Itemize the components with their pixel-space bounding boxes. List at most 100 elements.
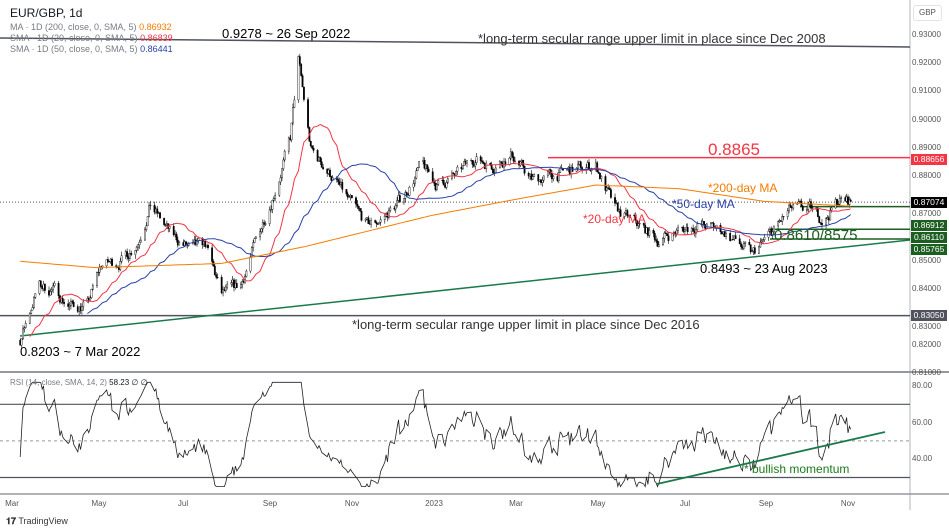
candle [423, 159, 426, 169]
candle [801, 206, 804, 211]
candle [281, 168, 283, 179]
candle [156, 208, 159, 214]
price-tag: 0.88656 [911, 153, 947, 165]
candle [542, 175, 545, 181]
legend-ma20: SMA · 1D (20, close, 0, SMA, 5) 0.86839 [10, 33, 173, 43]
candle [111, 258, 113, 266]
candle [482, 161, 485, 164]
candle [89, 297, 92, 301]
candle [297, 56, 300, 101]
candle [552, 176, 555, 180]
time-tick: Sep [262, 499, 278, 508]
candle [298, 56, 301, 65]
candle [523, 166, 526, 174]
candle [789, 204, 792, 208]
candle [725, 233, 727, 238]
candle [119, 261, 122, 270]
time-tick: 2023 [425, 499, 443, 508]
candle [588, 162, 590, 170]
tradingview-logo[interactable]: 𝟏𝟕 TradingView [6, 516, 68, 526]
candle [261, 222, 264, 230]
price-tag: 0.87074 [911, 196, 947, 208]
candle [730, 239, 733, 241]
candle [61, 298, 64, 303]
price-tick: 0.87000 [912, 208, 941, 218]
candle [63, 302, 65, 304]
candle [773, 225, 775, 233]
time-tick: Mar [509, 499, 523, 508]
candle [283, 150, 286, 161]
candle [657, 244, 660, 247]
candle [316, 150, 319, 162]
candle [581, 167, 584, 171]
candle [319, 157, 322, 163]
time-tick: Jul [177, 499, 189, 508]
candle [90, 288, 93, 298]
candle [311, 145, 314, 149]
price-tick: 0.91000 [912, 86, 941, 96]
candle [481, 160, 483, 163]
candle [172, 226, 175, 235]
candle [655, 239, 658, 242]
candle [377, 223, 379, 225]
candle [403, 198, 405, 203]
candle [675, 229, 678, 235]
candle [604, 176, 607, 191]
candle [514, 160, 516, 162]
candle [412, 183, 415, 188]
candle [712, 222, 715, 228]
candle [322, 167, 325, 170]
legend-ma200-label: MA · 1D (200, close, 0, SMA, 5) [10, 22, 137, 32]
candle [677, 227, 679, 231]
candle [442, 180, 445, 186]
candle [610, 189, 612, 198]
candle [819, 222, 822, 224]
candle [52, 285, 55, 291]
candle [301, 75, 304, 88]
ma20-line [29, 124, 851, 337]
candle [320, 161, 323, 168]
candle [427, 168, 430, 172]
candle [307, 99, 309, 128]
candle [686, 227, 689, 233]
annotation-ma200: *200-day MA [708, 181, 778, 195]
currency-label[interactable]: GBP [913, 5, 942, 21]
candle [758, 246, 760, 254]
annotation-high: 0.9278 ~ 26 Sep 2022 [222, 26, 351, 41]
candle [30, 309, 33, 314]
candle [379, 219, 382, 223]
price-tick: 0.84000 [912, 283, 941, 293]
candle [279, 177, 282, 183]
candle [494, 167, 497, 173]
price-tick: 0.92000 [912, 58, 941, 68]
candle [418, 161, 420, 168]
candle [605, 187, 608, 191]
candle [786, 210, 789, 217]
candle [360, 210, 363, 221]
candle [224, 286, 227, 291]
candle [512, 156, 515, 162]
price-tick: 0.90000 [912, 114, 941, 124]
candle [533, 174, 536, 177]
candle [241, 280, 244, 286]
candle [711, 222, 714, 224]
candle [666, 233, 668, 236]
candle [821, 222, 823, 225]
annotation-upper-limit: *long-term secular range upper limit in … [478, 31, 826, 46]
legend-ma20-label: SMA · 1D (20, close, 0, SMA, 5) [10, 33, 138, 43]
candle [138, 242, 141, 246]
candle [175, 233, 178, 241]
candle [139, 239, 142, 243]
candle [836, 199, 838, 205]
candle [767, 231, 770, 238]
candle [608, 188, 611, 190]
annotation-support: 0.8610/8575 [774, 227, 858, 244]
candle [24, 323, 27, 328]
candle [531, 176, 534, 180]
time-tick: Nov [344, 499, 360, 508]
candle [479, 156, 482, 161]
candle [664, 232, 667, 234]
candle [456, 166, 459, 172]
candle [637, 223, 640, 226]
